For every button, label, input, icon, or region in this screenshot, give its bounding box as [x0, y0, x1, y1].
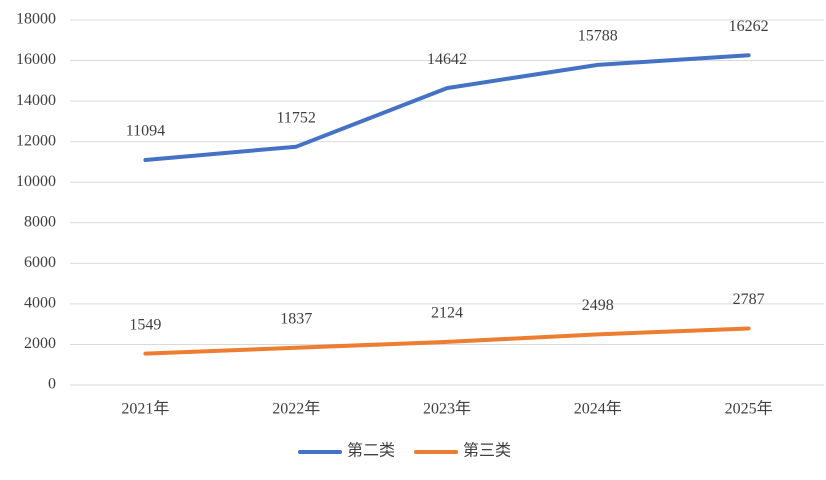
y-tick-label: 4000	[24, 295, 56, 312]
x-tick-label: 2021年	[121, 400, 169, 418]
x-tick-label: 2022年	[272, 400, 320, 418]
data-label: 1837	[280, 310, 312, 327]
data-label: 14642	[427, 51, 467, 68]
y-tick-label: 18000	[16, 11, 56, 28]
x-tick-label: 2023年	[423, 400, 471, 418]
y-tick-label: 16000	[16, 51, 56, 68]
legend-label: 第二类	[347, 442, 395, 460]
legend-label: 第三类	[463, 442, 511, 460]
data-label: 16262	[729, 18, 769, 35]
data-label: 1549	[129, 316, 161, 333]
series-line	[143, 326, 751, 356]
y-tick-label: 14000	[16, 92, 56, 109]
x-tick-label: 2024年	[574, 400, 622, 418]
data-label: 2787	[733, 291, 765, 308]
data-label: 11752	[276, 109, 315, 126]
y-tick-label: 12000	[16, 132, 56, 149]
data-label: 2124	[431, 305, 463, 322]
series-line	[143, 53, 751, 163]
y-tick-label: 10000	[16, 173, 56, 190]
data-label: 15788	[578, 28, 618, 45]
y-tick-label: 6000	[24, 254, 56, 271]
y-tick-label: 8000	[24, 213, 56, 230]
x-tick-label: 2025年	[725, 400, 773, 418]
y-tick-label: 0	[48, 376, 56, 393]
y-tick-label: 2000	[24, 335, 56, 352]
data-label: 2498	[582, 297, 614, 314]
data-label: 11094	[126, 123, 165, 140]
